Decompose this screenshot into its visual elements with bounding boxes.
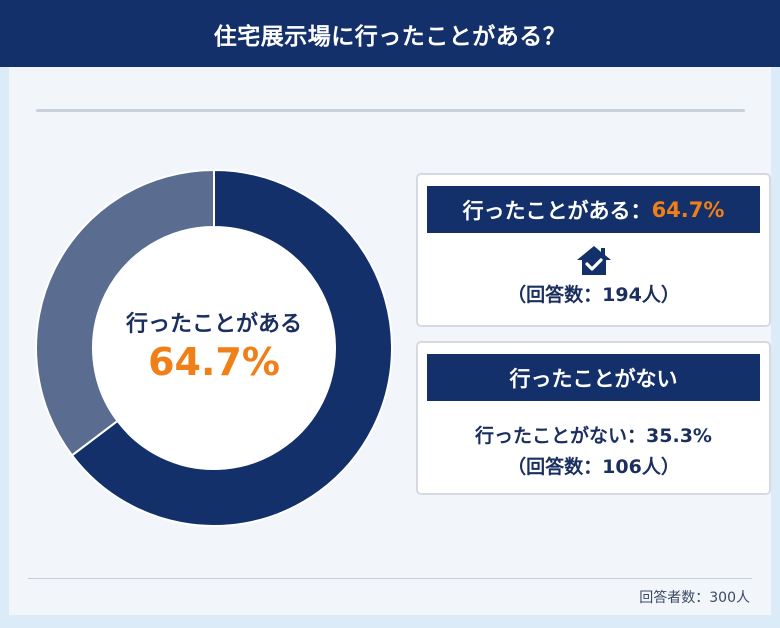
card-visited-header: 行ったことがある： 64.7%: [427, 186, 760, 233]
card-visited: 行ったことがある： 64.7% （回答数：194人）: [416, 173, 771, 327]
bottom-divider: [28, 578, 752, 579]
respondent-total: 回答者数：300人: [639, 590, 750, 606]
card-visited-value: 64.7%: [651, 197, 725, 222]
donut-hole: [94, 228, 334, 468]
donut-center: 行ったことがある 64.7%: [35, 169, 393, 527]
donut-chart: 行ったことがある 64.7%: [35, 169, 393, 527]
card-visited-count: （回答数：194人）: [507, 284, 680, 306]
card-visited-label: 行ったことがある：: [462, 198, 652, 223]
top-divider: [36, 109, 745, 112]
donut-svg: [35, 169, 393, 527]
chart-title-bar: 住宅展示場に行ったことがある？: [0, 0, 780, 67]
house-check-icon: [418, 244, 769, 276]
donut-center-value: 64.7%: [148, 340, 280, 384]
card-not-visited: 行ったことがない 行ったことがない：35.3% （回答数：106人）: [416, 341, 771, 495]
card-not-visited-count: （回答数：106人）: [507, 456, 680, 478]
donut-segment-1: [35, 169, 215, 457]
card-not-visited-label: 行ったことがない: [509, 366, 678, 391]
chart-title: 住宅展示場に行ったことがある？: [213, 23, 567, 50]
donut-center-label: 行ったことがある: [125, 312, 302, 337]
card-not-visited-percent: 行ったことがない：35.3%: [475, 425, 712, 447]
card-not-visited-header: 行ったことがない: [427, 354, 760, 401]
donut-segment-0: [70, 169, 393, 527]
